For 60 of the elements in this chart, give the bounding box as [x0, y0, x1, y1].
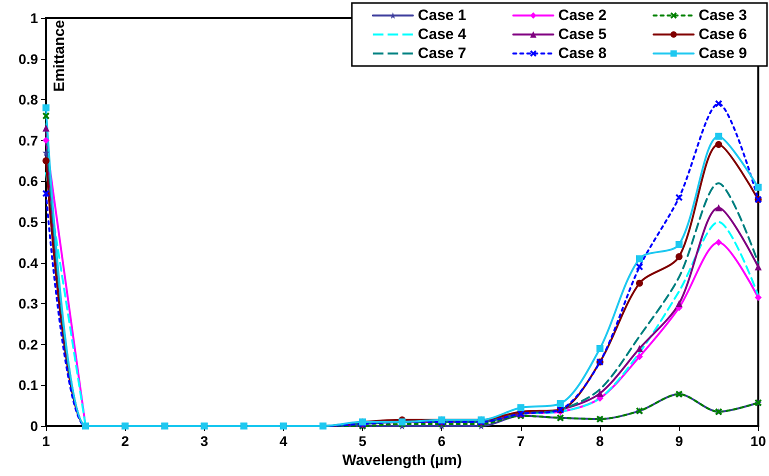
- point: [42, 124, 50, 132]
- y-tick-label: 0.7: [18, 132, 38, 148]
- point: [676, 300, 683, 308]
- legend-label: Case 5: [558, 26, 607, 43]
- point: [42, 136, 50, 144]
- x-tick-label: 2: [121, 433, 130, 449]
- point: [636, 344, 644, 352]
- legend-label: Case 4: [418, 26, 467, 43]
- y-tick-label: 0.8: [18, 92, 38, 108]
- point: [715, 132, 722, 140]
- legend-label: Case 1: [418, 7, 466, 24]
- x-tick-label: 3: [200, 433, 208, 449]
- y-tick-label: 0.1: [18, 377, 38, 394]
- x-tick-label: 5: [358, 433, 367, 449]
- point: [715, 100, 722, 108]
- legend-label: Case 9: [698, 45, 748, 62]
- x-tick-label: 1: [42, 433, 50, 449]
- x-axis-title: Wavelength (µm): [342, 452, 462, 469]
- point: [636, 353, 644, 360]
- point: [42, 112, 50, 120]
- y-tick-label: 1: [30, 10, 38, 26]
- legend-label: Case 6: [698, 26, 748, 43]
- point: [676, 240, 683, 248]
- point: [596, 344, 604, 352]
- y-tick-label: 0.3: [18, 296, 38, 312]
- y-tick-label: 0: [30, 418, 38, 434]
- point: [42, 149, 50, 156]
- point: [636, 263, 644, 270]
- point: [754, 294, 762, 301]
- y-tick-label: 0.6: [18, 173, 38, 190]
- point: [715, 204, 722, 212]
- x-tick-label: 10: [750, 433, 766, 449]
- point: [42, 157, 50, 164]
- legend-label: Case 8: [558, 45, 607, 62]
- y-tick-label: 0.2: [18, 336, 38, 352]
- y-tick-label: 0.5: [18, 214, 38, 230]
- point: [636, 255, 644, 262]
- point: [42, 190, 50, 197]
- point: [636, 280, 644, 287]
- x-tick-label: 9: [675, 433, 684, 449]
- point: [715, 238, 722, 246]
- point: [676, 194, 683, 202]
- point: [596, 390, 604, 397]
- y-axis-title: Emittance: [51, 20, 68, 92]
- point: [676, 253, 683, 260]
- x-tick-label: 4: [280, 433, 288, 449]
- x-tick-label: 8: [596, 433, 604, 449]
- y-tick-label: 0.4: [18, 254, 38, 271]
- x-tick-label: 6: [438, 433, 446, 449]
- point: [754, 263, 762, 270]
- legend-label: Case 3: [698, 7, 748, 24]
- point: [715, 140, 722, 148]
- legend-label: Case 7: [418, 45, 466, 62]
- x-tick-label: 7: [516, 433, 525, 449]
- point: [42, 104, 50, 112]
- point: [556, 400, 564, 408]
- point: [754, 184, 762, 191]
- legend-label: Case 2: [558, 7, 607, 24]
- point: [517, 404, 524, 412]
- y-tick-label: 0.9: [18, 50, 38, 67]
